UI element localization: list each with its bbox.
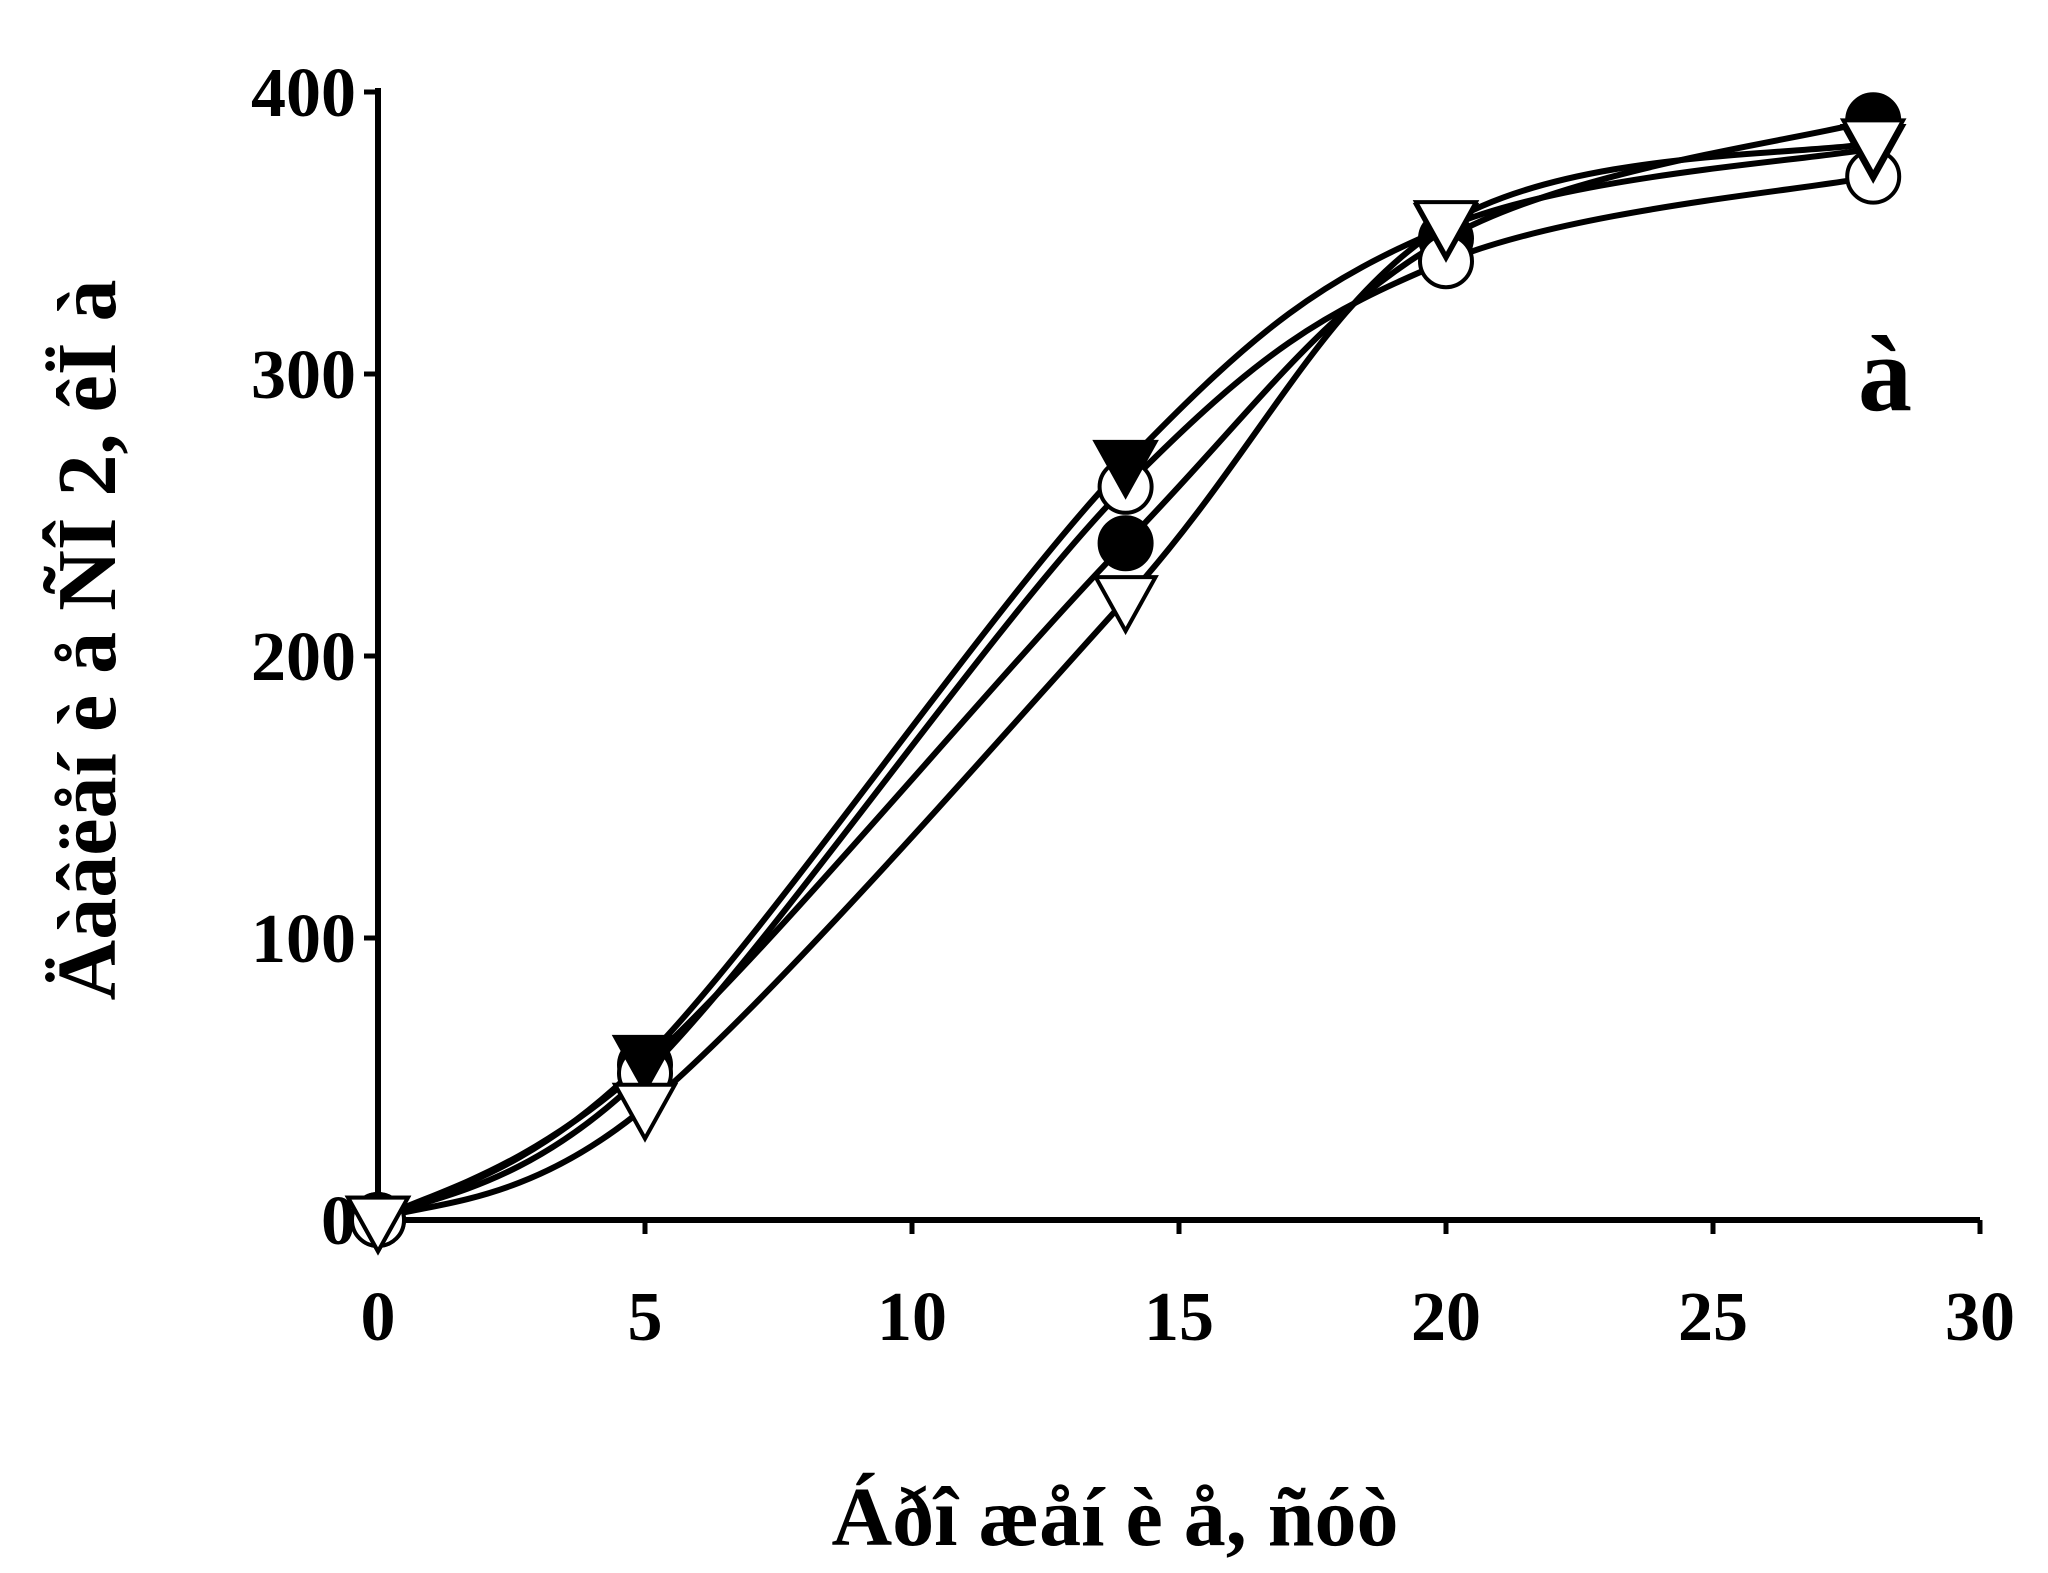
series-line-4 xyxy=(375,139,1877,1223)
series-line-2 xyxy=(375,173,1877,1223)
series-line-3 xyxy=(375,145,1877,1223)
x-tick-label: 10 xyxy=(877,1279,947,1356)
x-tick-label: 20 xyxy=(1411,1279,1481,1356)
data-point-series-4 xyxy=(344,1195,412,1256)
data-point-series-4 xyxy=(1412,200,1480,261)
y-tick-label: 400 xyxy=(251,55,356,132)
y-tick-label: 200 xyxy=(251,619,356,696)
marker-layer xyxy=(344,92,1907,1256)
series-line-1 xyxy=(375,117,1877,1223)
data-point-series-3 xyxy=(1092,439,1159,500)
y-tick-label: 300 xyxy=(251,337,356,414)
series-layer xyxy=(375,117,1877,1223)
data-point-series-3 xyxy=(611,1034,679,1095)
y-axis-title: Äàâëåí è å ÑÎ 2, êÏ à xyxy=(41,280,134,1001)
data-point-series-4 xyxy=(1092,575,1159,636)
panel-label: à xyxy=(1858,315,1912,434)
data-point-series-4 xyxy=(611,1082,679,1143)
x-tick-label: 5 xyxy=(628,1279,663,1356)
data-point-series-4 xyxy=(1839,118,1907,179)
x-tick-label: 0 xyxy=(361,1279,396,1356)
x-tick-label: 25 xyxy=(1678,1279,1748,1356)
x-axis-title: Áðî æåí è å, ñóò xyxy=(832,1471,1399,1564)
y-tick-label: 100 xyxy=(251,901,356,978)
x-tick-label: 15 xyxy=(1144,1279,1214,1356)
x-tick-label: 30 xyxy=(1945,1279,2015,1356)
data-point-series-1 xyxy=(1097,515,1154,572)
